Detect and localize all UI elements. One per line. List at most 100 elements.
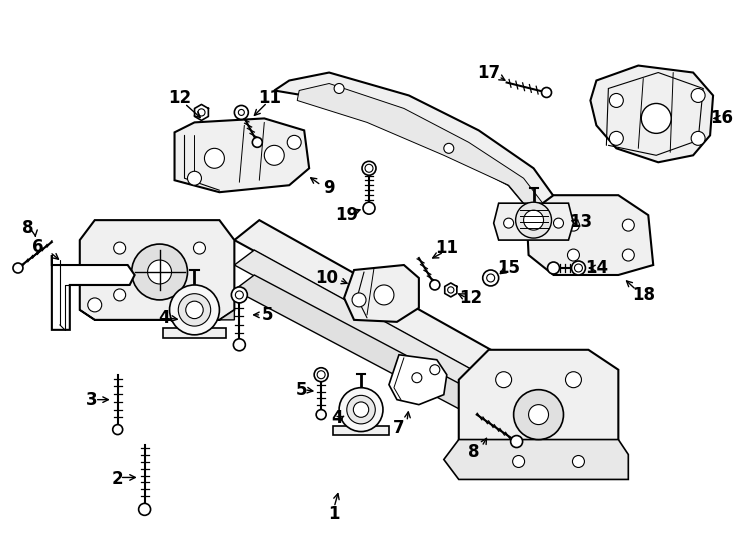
Circle shape xyxy=(231,287,247,303)
Circle shape xyxy=(131,244,187,300)
Circle shape xyxy=(264,145,284,165)
Circle shape xyxy=(430,364,440,375)
Polygon shape xyxy=(459,350,618,460)
Text: 12: 12 xyxy=(459,289,482,307)
Circle shape xyxy=(528,404,548,424)
Circle shape xyxy=(114,289,126,301)
Text: 13: 13 xyxy=(569,213,592,231)
Circle shape xyxy=(234,105,248,119)
Circle shape xyxy=(198,109,205,116)
Circle shape xyxy=(362,161,376,176)
Circle shape xyxy=(609,131,623,145)
Circle shape xyxy=(170,285,219,335)
Circle shape xyxy=(114,242,126,254)
Circle shape xyxy=(186,301,203,319)
Text: 6: 6 xyxy=(32,238,43,256)
Circle shape xyxy=(575,264,583,272)
Polygon shape xyxy=(162,328,226,338)
Text: 17: 17 xyxy=(477,64,501,82)
Polygon shape xyxy=(234,220,509,380)
Circle shape xyxy=(139,503,150,515)
Polygon shape xyxy=(234,275,509,424)
Polygon shape xyxy=(444,440,628,480)
Text: 3: 3 xyxy=(86,390,98,409)
Circle shape xyxy=(187,171,201,185)
Text: 11: 11 xyxy=(258,90,281,107)
Polygon shape xyxy=(52,255,134,330)
Circle shape xyxy=(317,371,325,379)
Circle shape xyxy=(622,219,634,231)
Circle shape xyxy=(205,148,225,168)
Polygon shape xyxy=(275,72,561,240)
Circle shape xyxy=(194,242,206,254)
Polygon shape xyxy=(175,118,309,192)
Polygon shape xyxy=(234,250,509,404)
Polygon shape xyxy=(445,283,457,297)
Text: 8: 8 xyxy=(468,442,479,461)
Text: 5: 5 xyxy=(296,381,307,399)
Circle shape xyxy=(523,205,534,215)
Circle shape xyxy=(448,287,454,293)
Circle shape xyxy=(287,136,301,150)
Text: 18: 18 xyxy=(632,286,655,304)
Text: 9: 9 xyxy=(323,179,335,197)
Circle shape xyxy=(511,436,523,448)
Circle shape xyxy=(148,260,172,284)
Circle shape xyxy=(504,218,514,228)
Circle shape xyxy=(553,218,564,228)
Circle shape xyxy=(487,274,495,282)
Polygon shape xyxy=(297,84,548,232)
Text: 2: 2 xyxy=(112,470,123,489)
Circle shape xyxy=(523,210,544,230)
Circle shape xyxy=(178,294,211,326)
Text: 4: 4 xyxy=(159,309,170,327)
Text: 4: 4 xyxy=(331,409,343,427)
Circle shape xyxy=(334,84,344,93)
Circle shape xyxy=(252,137,262,147)
Circle shape xyxy=(13,263,23,273)
Circle shape xyxy=(236,291,244,299)
Circle shape xyxy=(483,270,498,286)
Circle shape xyxy=(609,93,623,107)
Circle shape xyxy=(565,372,581,388)
Circle shape xyxy=(573,456,584,468)
Circle shape xyxy=(239,110,244,116)
Circle shape xyxy=(548,262,559,274)
Circle shape xyxy=(567,249,579,261)
Polygon shape xyxy=(526,195,653,275)
Text: 16: 16 xyxy=(711,110,733,127)
Polygon shape xyxy=(344,265,419,322)
Polygon shape xyxy=(80,310,234,320)
Polygon shape xyxy=(195,104,208,120)
Text: 15: 15 xyxy=(497,259,520,277)
Circle shape xyxy=(572,261,586,275)
Circle shape xyxy=(444,143,454,153)
Circle shape xyxy=(353,402,368,417)
Text: 7: 7 xyxy=(393,418,404,436)
Circle shape xyxy=(512,456,525,468)
Text: 19: 19 xyxy=(335,206,359,224)
Circle shape xyxy=(113,424,123,435)
Circle shape xyxy=(515,202,551,238)
Circle shape xyxy=(691,131,705,145)
Polygon shape xyxy=(494,203,573,240)
Circle shape xyxy=(542,87,551,97)
Polygon shape xyxy=(80,220,234,320)
Polygon shape xyxy=(590,65,713,163)
Circle shape xyxy=(642,104,671,133)
Circle shape xyxy=(316,410,326,420)
Circle shape xyxy=(374,285,394,305)
Circle shape xyxy=(495,372,512,388)
Text: 8: 8 xyxy=(22,219,34,237)
Circle shape xyxy=(691,89,705,103)
Circle shape xyxy=(352,293,366,307)
Circle shape xyxy=(430,280,440,290)
Circle shape xyxy=(363,202,375,214)
Polygon shape xyxy=(389,355,447,404)
Circle shape xyxy=(88,298,102,312)
Text: 10: 10 xyxy=(316,269,338,287)
Text: 11: 11 xyxy=(435,239,458,257)
Circle shape xyxy=(365,164,373,172)
Circle shape xyxy=(514,390,564,440)
Circle shape xyxy=(567,219,579,231)
